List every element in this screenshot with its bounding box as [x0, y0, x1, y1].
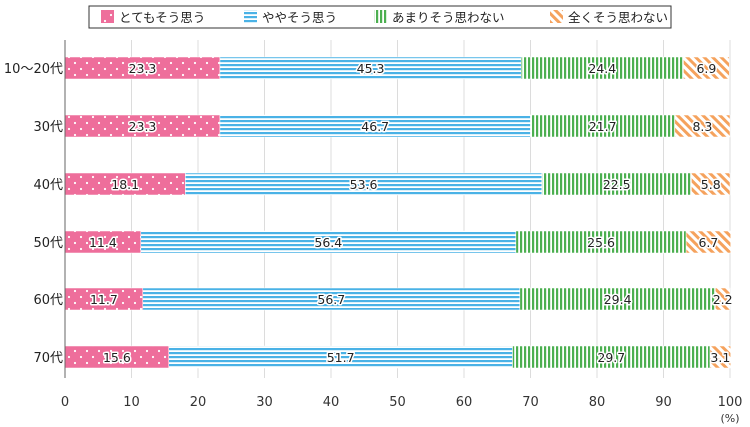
legend-swatch: [244, 10, 257, 23]
bar-segment: [683, 56, 730, 80]
category-label: 30代: [33, 120, 63, 135]
x-tick-label: 30: [256, 395, 273, 410]
data-label: 29.4: [604, 292, 632, 307]
data-label: 56.7: [317, 292, 345, 307]
data-label: 53.6: [350, 177, 378, 192]
x-tick-label: 80: [589, 395, 606, 410]
x-tick-label: 60: [456, 395, 473, 410]
category-label: 60代: [33, 293, 63, 308]
bar-segment: [685, 230, 731, 254]
bar-segment: [715, 287, 731, 311]
legend-swatch: [101, 10, 114, 23]
data-label: 23.3: [129, 61, 157, 76]
legend-entry: ややそう思う: [262, 10, 337, 25]
data-label: 11.7: [90, 292, 118, 307]
x-tick-label: 100: [718, 395, 743, 410]
data-labels: 23.3 45.3 24.4 6.9 23.3 46.7 21.7 8.3 18.1 53.6 22…: [87, 60, 734, 367]
data-label: 3.1: [710, 350, 730, 365]
x-tick-label: 70: [522, 395, 539, 410]
x-tick-label: 90: [655, 395, 672, 410]
grid-lines: [131, 40, 731, 378]
data-label: 23.3: [129, 119, 157, 134]
data-label: 6.7: [698, 235, 718, 250]
data-label: 29.7: [597, 350, 625, 365]
data-label: 11.4: [89, 235, 117, 250]
x-tick-label: 20: [190, 395, 207, 410]
category-label: 70代: [33, 351, 63, 366]
bar-segment: [674, 114, 731, 138]
x-tick-label: 50: [389, 395, 406, 410]
category-label: 40代: [33, 178, 63, 193]
data-label: 51.7: [327, 350, 355, 365]
legend: とてもそう思う ややそう思う あまりそう思わない 全くそう思わない: [88, 5, 672, 29]
legend-entry: とてもそう思う: [119, 10, 205, 25]
data-label: 18.1: [111, 177, 139, 192]
legend-entry: あまりそう思わない: [392, 10, 505, 25]
data-label: 5.8: [701, 177, 721, 192]
category-label: 50代: [33, 236, 63, 251]
x-tick-label: 40: [323, 395, 340, 410]
data-label: 8.3: [692, 119, 712, 134]
x-tick-label: 0: [61, 395, 69, 410]
data-label: 15.6: [103, 350, 131, 365]
data-label: 45.3: [357, 61, 385, 76]
bar-segment: [709, 345, 731, 369]
x-unit-label: (%): [720, 412, 739, 425]
data-label: 6.9: [696, 61, 716, 76]
data-label: 2.2: [713, 292, 733, 307]
data-label: 25.6: [587, 235, 615, 250]
data-label: 22.5: [603, 177, 631, 192]
legend-swatch: [550, 10, 563, 23]
legend-swatch: [374, 10, 387, 23]
data-label: 21.7: [589, 119, 617, 134]
category-label: 10〜20代: [4, 62, 63, 77]
legend-entry: 全くそう思わない: [568, 10, 668, 25]
x-tick-label: 10: [123, 395, 140, 410]
axes: 0 10 20 30 40 50 60 70 80 90 100 (%) 10〜20代 30代 40代 50代…: [4, 40, 743, 425]
data-label: 24.4: [588, 61, 616, 76]
bars: [64, 56, 731, 369]
bar-segment: [691, 172, 731, 196]
data-label: 46.7: [361, 119, 389, 134]
data-label: 56.4: [314, 235, 342, 250]
